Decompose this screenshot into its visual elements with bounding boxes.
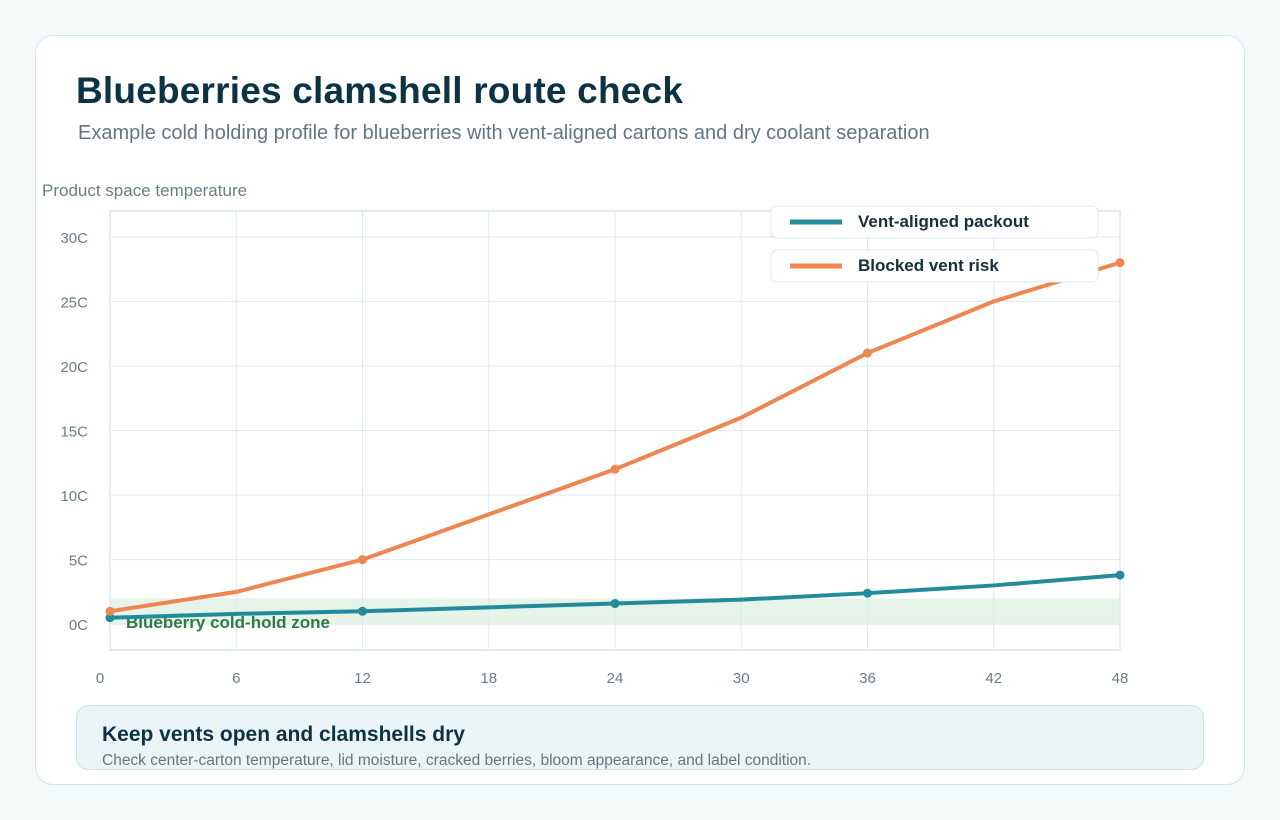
data-point (1115, 570, 1125, 580)
data-point (358, 555, 367, 565)
x-tick-label: 24 (607, 670, 624, 687)
legend-item-2: Blocked vent risk (770, 249, 1099, 283)
band-label: Blueberry cold-hold zone (126, 613, 330, 632)
legend-item-1: Vent-aligned packout (770, 205, 1099, 239)
x-tick-label: 18 (480, 670, 497, 687)
data-point (863, 588, 872, 598)
y-axis-label: Product space temperature (42, 181, 247, 200)
data-point (610, 599, 620, 609)
data-point (1115, 258, 1125, 268)
legend-box (770, 249, 1099, 283)
x-tick-label: 0 (96, 670, 104, 687)
data-point (105, 613, 115, 623)
y-tick-label: 15C (60, 424, 88, 441)
y-tick-label: 20C (60, 359, 88, 376)
page-title: Blueberries clamshell route check (76, 70, 684, 111)
x-tick-label: 6 (232, 670, 240, 687)
x-tick-label: 30 (733, 670, 750, 687)
x-tick-label: 12 (354, 670, 371, 687)
guidance-body: Check center-carton temperature, lid moi… (102, 752, 812, 769)
data-point (358, 606, 367, 616)
y-tick-label: 5C (69, 553, 88, 570)
guidance-panel: Keep vents open and clamshells dry Check… (76, 705, 1204, 770)
data-point (105, 606, 115, 616)
legend-label: Blocked vent risk (858, 256, 999, 275)
y-tick-label: 10C (60, 488, 88, 505)
data-point (863, 348, 872, 358)
legend-box (770, 205, 1099, 239)
page-subtitle: Example cold holding profile for blueber… (78, 122, 930, 144)
y-tick-label: 0C (69, 617, 88, 634)
guidance-title: Keep vents open and clamshells dry (102, 723, 465, 746)
y-tick-label: 25C (60, 294, 88, 311)
x-tick-label: 48 (1112, 670, 1129, 687)
x-tick-label: 36 (859, 670, 876, 687)
y-tick-label: 30C (60, 230, 88, 247)
legend-label: Vent-aligned packout (858, 212, 1029, 231)
x-tick-label: 42 (985, 670, 1002, 687)
data-point (610, 464, 620, 474)
